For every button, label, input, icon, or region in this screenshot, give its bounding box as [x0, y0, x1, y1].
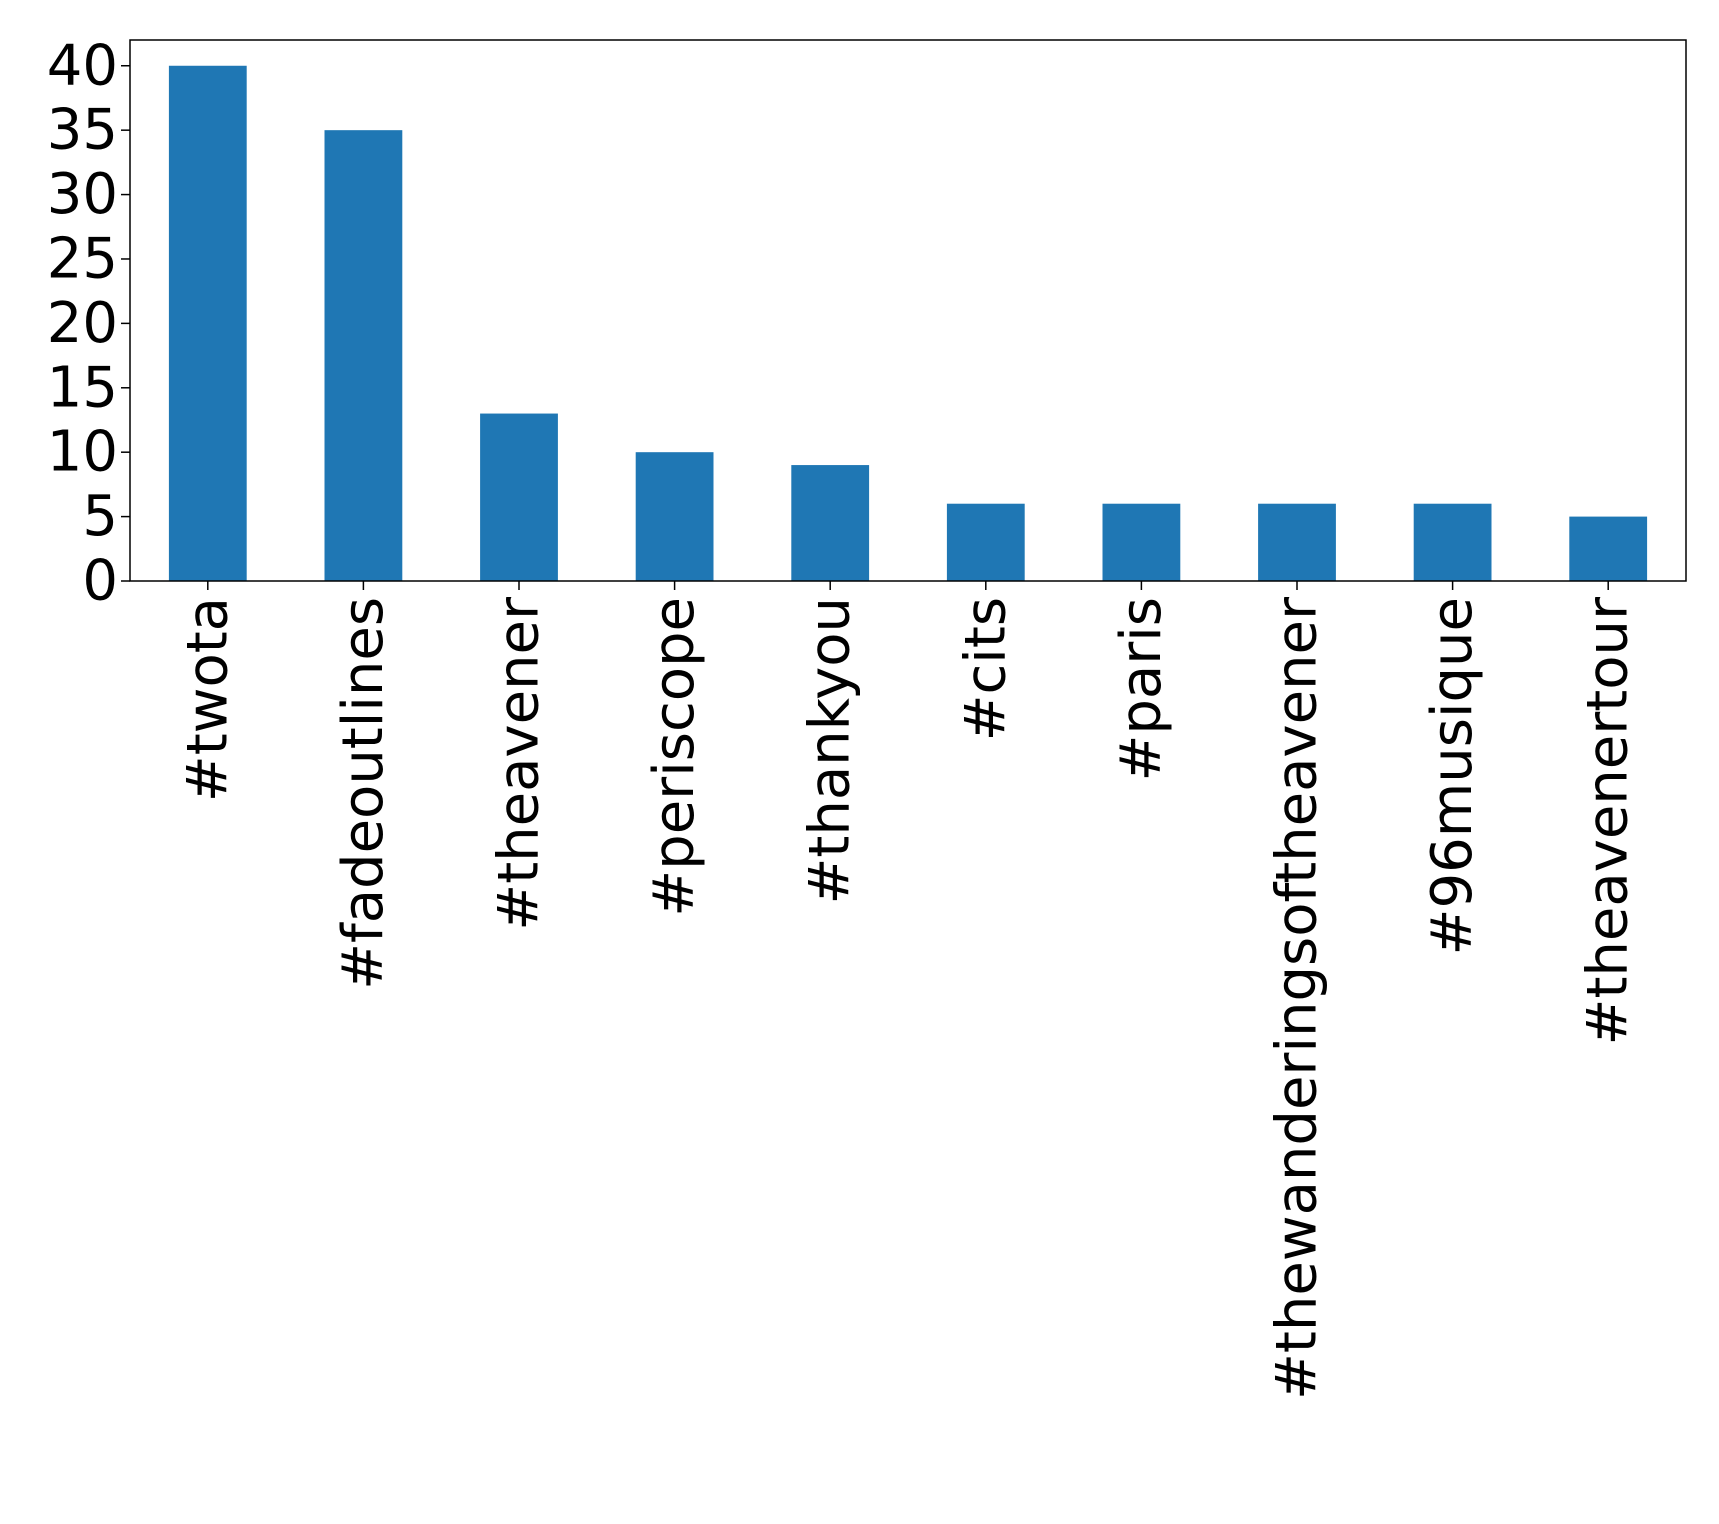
y-tick-label: 25: [47, 226, 118, 291]
y-tick-label: 15: [47, 355, 118, 420]
bar-thankyou: [791, 465, 870, 581]
bar-twota: [168, 65, 247, 581]
x-tick-label: #thankyou: [798, 597, 863, 905]
bar-thewanderingsoftheavener: [1258, 503, 1336, 581]
x-tick-label: #periscope: [642, 597, 707, 917]
bar-periscope: [635, 452, 714, 581]
y-tick-label: 30: [47, 162, 118, 227]
x-tick-label: #paris: [1109, 597, 1174, 782]
bar-fadeoutlines: [324, 130, 403, 582]
x-axis: #twota #fadeoutlines #theavener #periscope #…: [175, 581, 1641, 1400]
bar-cits: [946, 503, 1025, 581]
y-tick-label: 35: [47, 98, 118, 163]
bars-layer: [168, 65, 1648, 582]
x-tick-label: #thewanderingsoftheavener: [1265, 596, 1330, 1400]
bar-96musique: [1413, 503, 1492, 581]
y-tick-label: 5: [82, 484, 118, 549]
y-tick-label: 40: [47, 33, 118, 98]
x-tick-label: #theavener: [487, 596, 552, 931]
bar-theavenertour: [1569, 516, 1648, 581]
y-tick-label: 0: [82, 549, 118, 614]
y-tick-label: 20: [47, 291, 118, 356]
bar-theavener: [480, 413, 558, 581]
x-tick-label: #theavenertour: [1576, 596, 1641, 1045]
x-tick-label: #twota: [175, 597, 240, 802]
bar-paris: [1102, 503, 1181, 581]
x-tick-label: #cits: [953, 597, 1018, 741]
y-tick-label: 10: [47, 420, 118, 485]
plot-frame: [129, 39, 1687, 582]
x-tick-label: #fadeoutlines: [331, 597, 396, 990]
x-tick-label: #96musique: [1420, 597, 1485, 955]
